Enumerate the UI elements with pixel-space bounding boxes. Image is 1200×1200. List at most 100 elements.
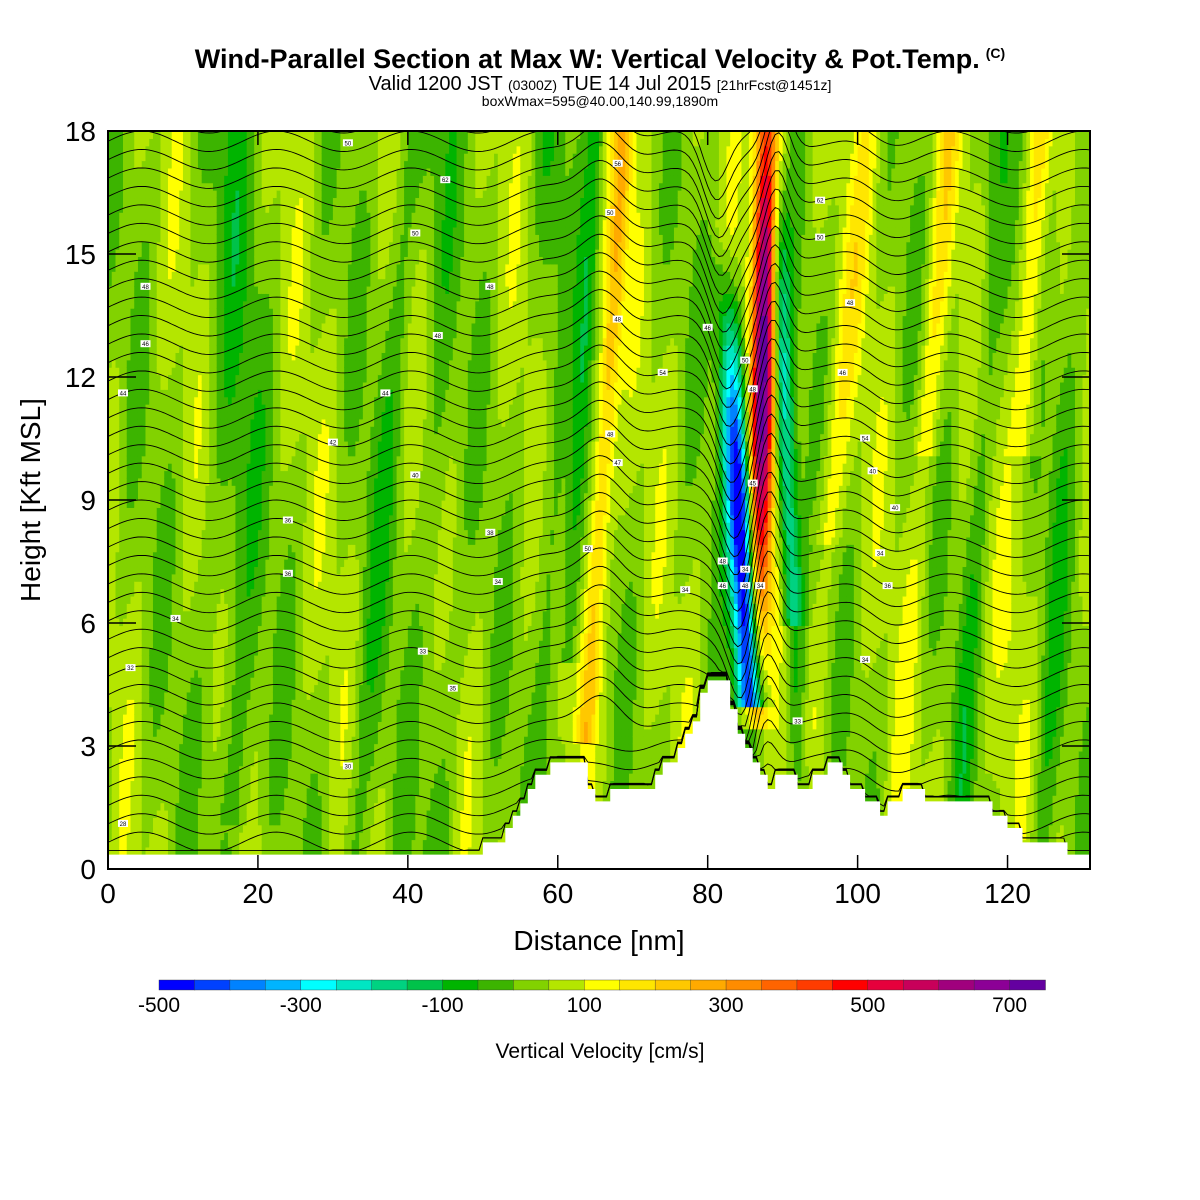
- w-cell: [134, 316, 138, 324]
- w-cell: [145, 190, 149, 198]
- w-cell: [130, 227, 134, 235]
- w-cell: [119, 773, 123, 781]
- w-cell: [123, 530, 127, 538]
- w-cell: [123, 227, 127, 235]
- w-cell: [123, 234, 127, 242]
- w-cell: [149, 589, 153, 597]
- w-cell: [116, 419, 120, 427]
- w-cell: [127, 183, 131, 191]
- w-cell: [112, 345, 116, 353]
- w-cell: [149, 515, 153, 523]
- w-cell: [119, 699, 123, 707]
- w-cell: [153, 456, 157, 464]
- w-cell: [142, 382, 146, 390]
- w-cell: [145, 780, 149, 788]
- w-cell: [145, 470, 149, 478]
- w-cell: [127, 448, 131, 456]
- w-cell: [112, 552, 116, 560]
- w-cell: [127, 456, 131, 464]
- w-cell: [123, 780, 127, 788]
- w-cell: [153, 744, 157, 752]
- w-cell: [127, 655, 131, 663]
- w-cell: [112, 515, 116, 523]
- w-cell: [130, 751, 134, 759]
- w-cell: [127, 773, 131, 781]
- w-cell: [112, 603, 116, 611]
- w-cell: [164, 810, 168, 818]
- w-cell: [119, 581, 123, 589]
- w-cell: [116, 234, 120, 242]
- w-cell: [164, 655, 168, 663]
- w-cell: [130, 301, 134, 309]
- w-cell: [142, 470, 146, 478]
- w-cell: [145, 360, 149, 368]
- w-cell: [123, 758, 127, 766]
- w-cell: [119, 603, 123, 611]
- w-cell: [123, 168, 127, 176]
- w-cell: [134, 574, 138, 582]
- w-cell: [160, 382, 164, 390]
- w-cell: [134, 721, 138, 729]
- w-cell: [160, 308, 164, 316]
- w-cell: [130, 434, 134, 442]
- w-cell: [119, 308, 123, 316]
- w-cell: [116, 773, 120, 781]
- w-cell: [149, 707, 153, 715]
- w-cell: [157, 692, 161, 700]
- w-cell: [157, 640, 161, 648]
- w-cell: [157, 323, 161, 331]
- w-cell: [153, 271, 157, 279]
- w-cell: [142, 825, 146, 833]
- w-cell: [127, 633, 131, 641]
- w-cell: [119, 404, 123, 412]
- w-cell: [112, 197, 116, 205]
- w-cell: [123, 190, 127, 198]
- w-cell: [149, 670, 153, 678]
- w-cell: [149, 485, 153, 493]
- w-cell: [138, 153, 142, 161]
- w-cell: [127, 839, 131, 847]
- w-cell: [153, 507, 157, 515]
- w-cell: [149, 744, 153, 752]
- w-cell: [138, 758, 142, 766]
- w-cell: [157, 397, 161, 405]
- w-cell: [142, 633, 146, 641]
- w-cell: [127, 293, 131, 301]
- w-cell: [138, 817, 142, 825]
- w-cell: [123, 434, 127, 442]
- w-cell: [164, 544, 168, 552]
- w-cell: [127, 744, 131, 752]
- w-cell: [138, 707, 142, 715]
- w-cell: [145, 463, 149, 471]
- w-cell: [164, 773, 168, 781]
- w-cell: [116, 382, 120, 390]
- w-cell: [153, 153, 157, 161]
- w-cell: [127, 625, 131, 633]
- w-cell: [145, 493, 149, 501]
- w-cell: [142, 411, 146, 419]
- w-cell: [149, 301, 153, 309]
- w-cell: [134, 242, 138, 250]
- w-cell: [130, 271, 134, 279]
- w-cell: [134, 603, 138, 611]
- w-cell: [127, 286, 131, 294]
- w-cell: [127, 485, 131, 493]
- w-cell: [149, 161, 153, 169]
- w-cell: [127, 522, 131, 530]
- w-cell: [138, 788, 142, 796]
- w-cell: [119, 544, 123, 552]
- w-cell: [116, 397, 120, 405]
- w-cell: [134, 581, 138, 589]
- w-cell: [160, 397, 164, 405]
- w-cell: [119, 677, 123, 685]
- w-cell: [149, 530, 153, 538]
- w-cell: [138, 271, 142, 279]
- w-cell: [157, 360, 161, 368]
- w-cell: [142, 168, 146, 176]
- w-cell: [119, 234, 123, 242]
- w-cell: [123, 721, 127, 729]
- w-cell: [116, 530, 120, 538]
- w-cell: [116, 655, 120, 663]
- w-cell: [123, 640, 127, 648]
- w-cell: [119, 470, 123, 478]
